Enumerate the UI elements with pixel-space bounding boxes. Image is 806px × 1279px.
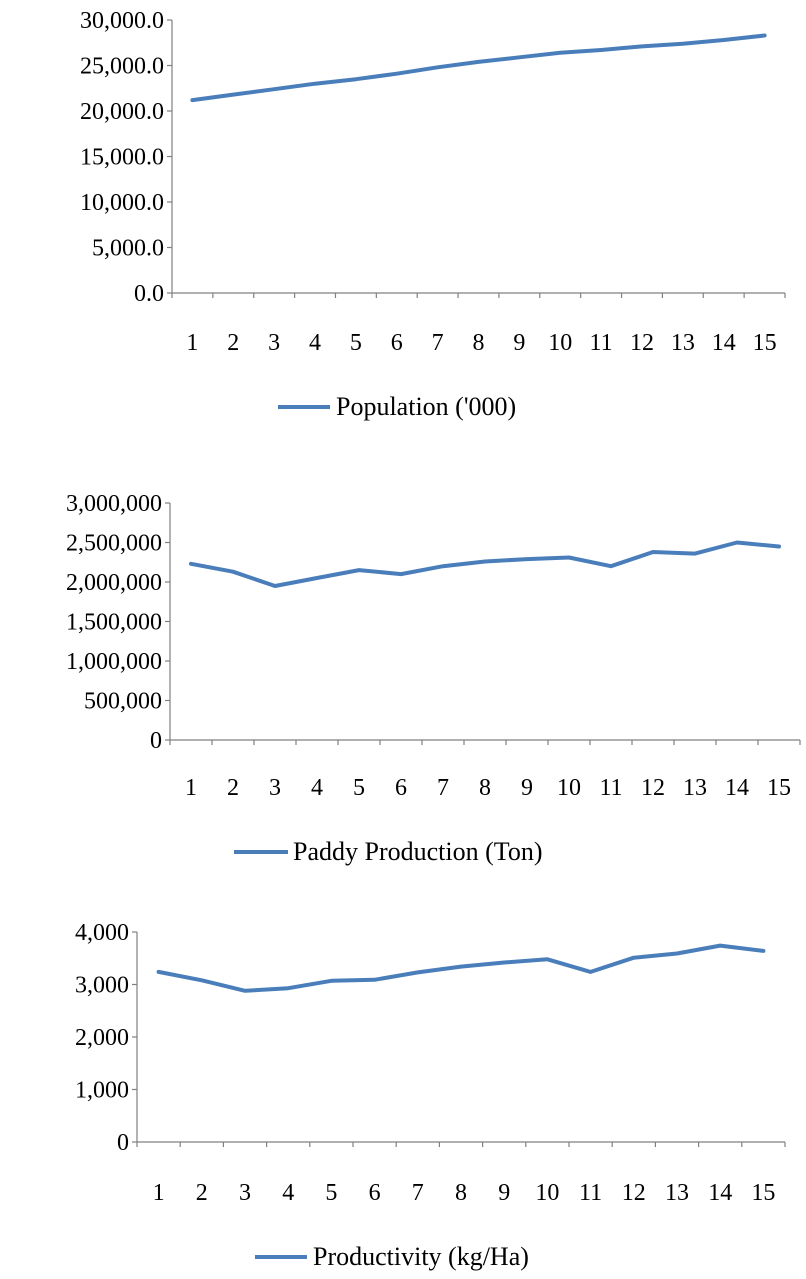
x-tick-label: 1 [186,330,198,356]
x-tick-label: 15 [753,330,777,356]
x-tick-label: 8 [473,330,485,356]
x-tick-label: 7 [412,1180,424,1206]
x-tick-label: 5 [353,775,365,801]
x-tick-label: 8 [455,1180,467,1206]
x-tick-label: 7 [432,330,444,356]
x-tick-label: 15 [751,1180,775,1206]
x-tick-label: 7 [437,775,449,801]
y-tick-label: 500,000 [84,689,162,715]
x-tick-label: 9 [498,1180,510,1206]
x-tick-label: 11 [599,775,622,801]
y-tick-label: 20,000.0 [80,99,164,125]
x-tick-label: 4 [282,1180,294,1206]
y-tick-label: 3,000 [75,973,129,999]
x-tick-label: 10 [535,1180,559,1206]
chart-1: 0.0 5,000.0 10,000.0 15,000.0 20,000.0 25,000… [80,8,786,421]
x-tick-label: 6 [391,330,403,356]
x-tick-label: 6 [369,1180,381,1206]
y-tick-label: 30,000.0 [80,8,164,34]
x-tick-label: 2 [227,330,239,356]
y-tick-label: 1,500,000 [66,610,162,636]
y-tick-label: 2,500,000 [66,531,162,557]
x-tick-label: 12 [630,330,654,356]
x-tick-label: 3 [239,1180,251,1206]
x-tick-label: 3 [269,775,281,801]
legend-label: Population ('000) [336,392,516,421]
y-tick-label: 5,000.0 [92,236,164,262]
x-tick-label: 5 [350,330,362,356]
y-tick-label: 0 [117,1130,129,1156]
y-tick-label: 4,000 [75,920,129,946]
x-tick-label: 10 [557,775,581,801]
x-tick-label: 6 [395,775,407,801]
x-tick-label: 8 [479,775,491,801]
x-tick-label: 14 [708,1180,732,1206]
x-tick-label: 11 [590,330,613,356]
x-tick-label: 1 [153,1180,165,1206]
x-tick-label: 1 [185,775,197,801]
x-tick-label: 4 [309,330,321,356]
x-tick-label: 2 [196,1180,208,1206]
x-tick-label: 14 [712,330,736,356]
x-tick-label: 10 [548,330,572,356]
x-tick-label: 12 [622,1180,646,1206]
x-tick-label: 15 [767,775,791,801]
chart-2: 0 500,000 1,000,000 1,500,000 2,000,000 2,500… [66,491,801,866]
x-tick-label: 5 [325,1180,337,1206]
series-line [189,540,781,588]
y-tick-label: 25,000.0 [80,54,164,80]
x-tick-label: 13 [671,330,695,356]
y-tick-label: 2,000,000 [66,570,162,596]
series-line [156,943,766,993]
x-tick-label: 4 [311,775,323,801]
x-tick-label: 9 [521,775,533,801]
y-tick-label: 2,000 [75,1025,129,1051]
x-tick-label: 13 [683,775,707,801]
y-tick-label: 1,000 [75,1078,129,1104]
y-tick-label: 0.0 [134,281,164,307]
legend-label: Productivity (kg/Ha) [313,1242,529,1271]
x-tick-label: 12 [641,775,665,801]
y-tick-label: 1,000,000 [66,649,162,675]
series-line [190,33,767,103]
y-tick-label: 10,000.0 [80,190,164,216]
x-tick-label: 2 [227,775,239,801]
x-tick-label: 14 [725,775,749,801]
y-tick-label: 3,000,000 [66,491,162,517]
x-tick-label: 9 [513,330,525,356]
x-tick-label: 13 [665,1180,689,1206]
legend-label: Paddy Production (Ton) [293,837,543,866]
y-tick-label: 0 [150,728,162,754]
x-tick-label: 11 [579,1180,602,1206]
x-tick-label: 3 [268,330,280,356]
y-tick-label: 15,000.0 [80,145,164,171]
